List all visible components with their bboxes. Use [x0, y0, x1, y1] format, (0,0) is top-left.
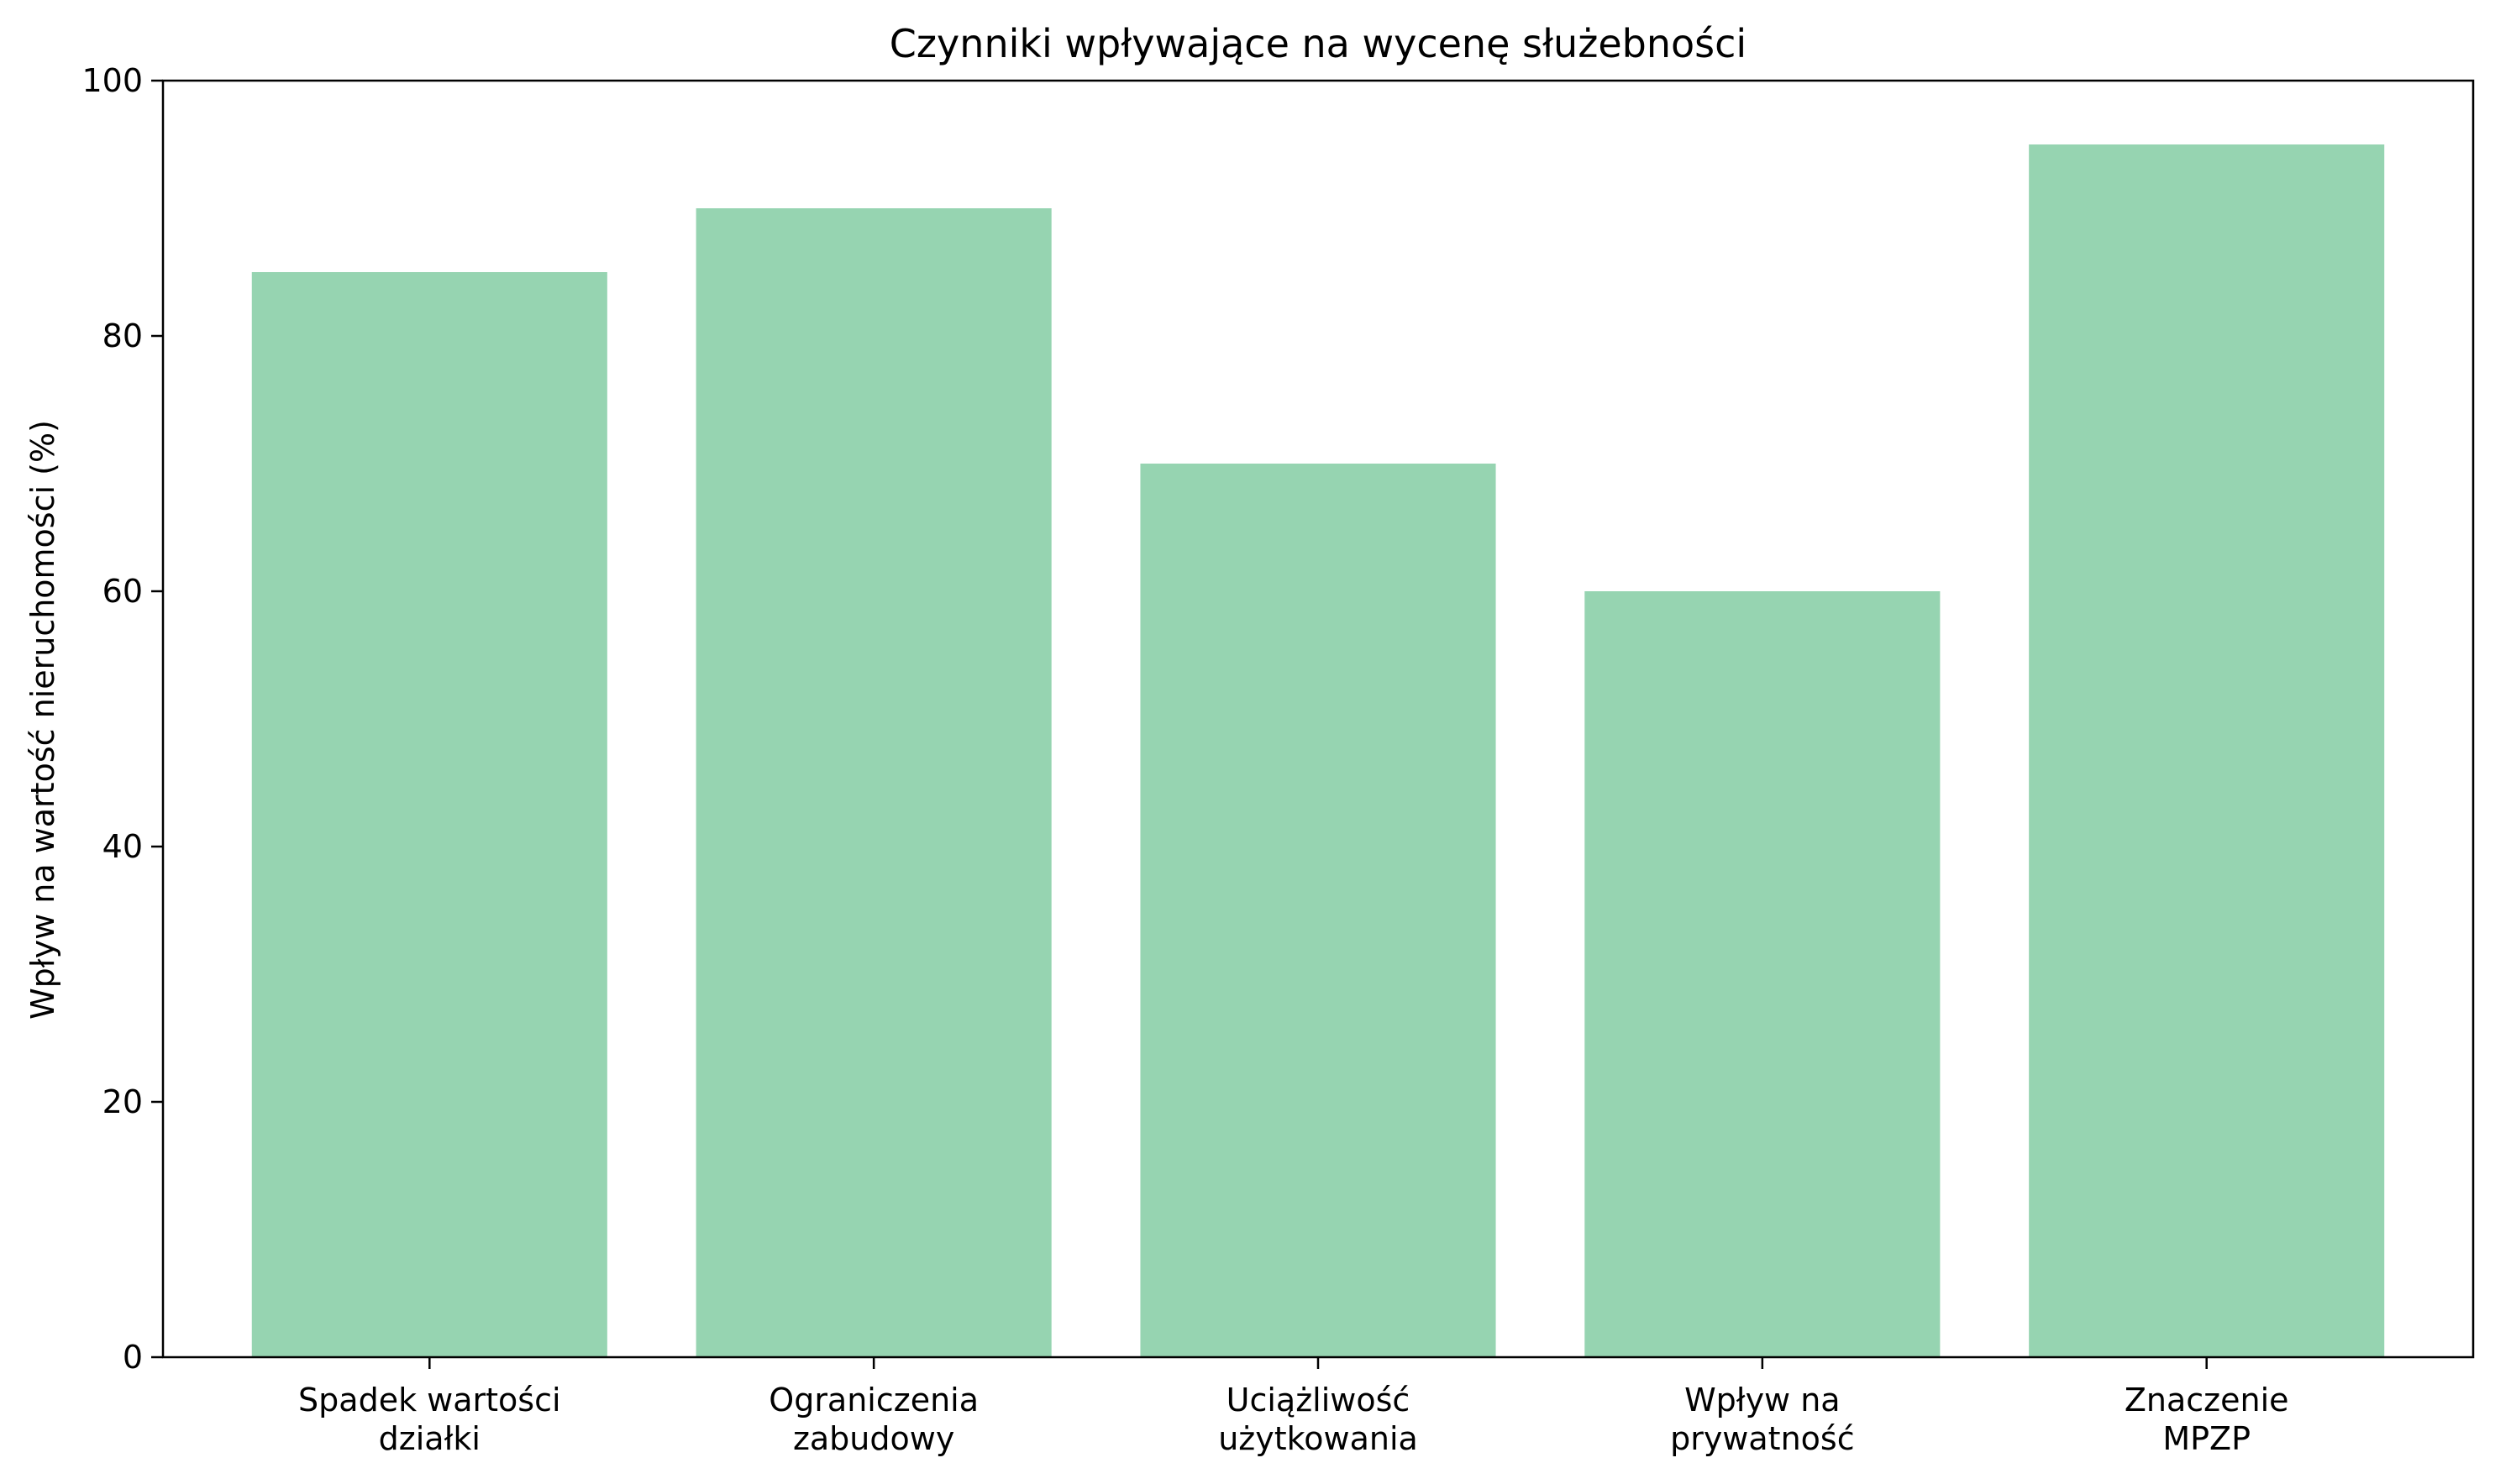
y-axis: 0 20 40 60 80 100	[81, 62, 163, 1376]
y-axis-label: Wpływ na wartość nieruchomości (%)	[24, 420, 61, 1020]
x-axis: Spadek wartości działki Ograniczenia zabudo…	[298, 1357, 2289, 1457]
bar-1	[696, 208, 1052, 1357]
bar-3	[1584, 591, 1941, 1357]
bar-2	[1140, 464, 1496, 1357]
y-tick-label-1: 20	[102, 1083, 143, 1120]
x-tick-label-1: Ograniczenia zabudowy	[769, 1382, 979, 1457]
bar-0	[251, 272, 607, 1357]
x-tick-label-4: Znaczenie MPZP	[2125, 1382, 2289, 1457]
y-tick-label-5: 100	[81, 62, 143, 99]
y-tick-label-2: 40	[102, 828, 143, 865]
plot-frame	[161, 79, 2475, 1359]
x-tick-label-3: Wpływ na prywatność	[1670, 1382, 1855, 1457]
x-tick-label-2: Uciążliwość użytkowania	[1218, 1382, 1418, 1457]
y-tick-label-3: 60	[102, 573, 143, 610]
y-tick-label-4: 80	[102, 317, 143, 354]
bar-4	[2029, 144, 2385, 1357]
y-tick-label-0: 0	[123, 1339, 143, 1376]
bars-group	[251, 144, 2385, 1357]
x-tick-label-0: Spadek wartości działki	[298, 1382, 561, 1457]
chart-title: Czynniki wpływające na wycenę służebnośc…	[890, 21, 1746, 66]
